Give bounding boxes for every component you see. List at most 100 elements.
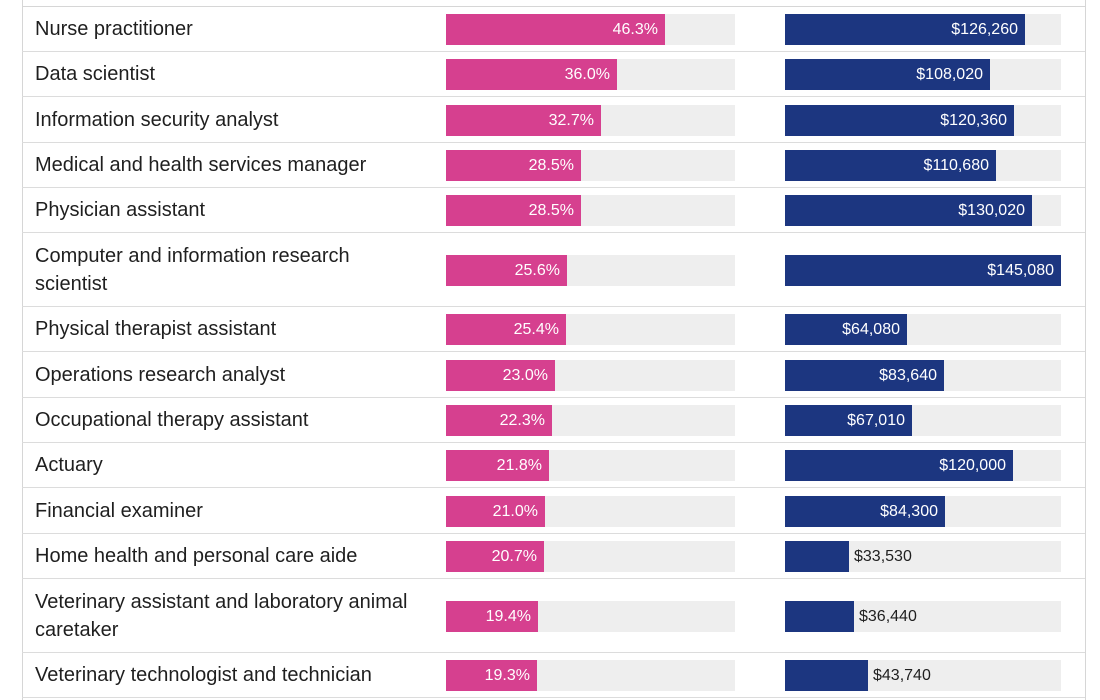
growth-value-label: 23.0%: [502, 367, 548, 384]
wage-track: $120,360: [785, 105, 1061, 136]
table-row: Physical therapist assistant 25.4% $64,080: [22, 307, 1085, 352]
occupation-label: Financial examiner: [35, 499, 203, 522]
table-row: Physician assistant 28.5% $130,020: [22, 188, 1085, 233]
wage-value-label: $43,740: [873, 667, 931, 684]
wage-value-label: $145,080: [987, 262, 1054, 279]
wage-track: $110,680: [785, 150, 1061, 181]
growth-track: 19.3%: [446, 660, 735, 691]
wage-bar: [785, 660, 868, 691]
occupation-label: Home health and personal care aide: [35, 545, 358, 567]
growth-value-label: 25.6%: [514, 262, 560, 279]
growth-track: 20.7%: [446, 541, 735, 572]
table-row: Occupational therapy assistant 22.3% $67,0…: [22, 398, 1085, 443]
occupation-label: Actuary: [35, 454, 103, 476]
wage-bar: [785, 496, 945, 527]
chart-left-edge: [22, 0, 23, 700]
growth-track: 28.5%: [446, 195, 735, 226]
growth-bar: [446, 360, 555, 391]
growth-track: 19.4%: [446, 601, 735, 632]
wage-track: $83,640: [785, 360, 1061, 391]
growth-bar: [446, 150, 581, 181]
wage-value-label: $120,360: [940, 112, 1007, 129]
growth-track: 23.0%: [446, 360, 735, 391]
wage-bar: [785, 314, 907, 345]
wage-value-label: $33,530: [854, 548, 912, 565]
growth-bar: [446, 660, 537, 691]
occupation-label: Occupational therapy assistant: [35, 409, 309, 431]
growth-track: 46.3%: [446, 14, 735, 45]
table-row: Computer and information research scient…: [22, 233, 1085, 307]
occupation-label: Medical and health services manager: [35, 154, 367, 176]
growth-bar: [446, 314, 566, 345]
wage-value-label: $67,010: [847, 412, 905, 429]
wage-value-label: $84,300: [880, 503, 938, 520]
growth-track: 25.4%: [446, 314, 735, 345]
wage-bar: [785, 59, 990, 90]
occupation-label: Operations research analyst: [35, 363, 286, 386]
table-row: Nurse practitioner 46.3% $126,260: [22, 7, 1085, 52]
growth-value-label: 28.5%: [528, 202, 574, 219]
growth-bar: [446, 450, 549, 481]
occupation-label: Veterinary assistant and laboratory anim…: [35, 590, 408, 641]
growth-value-label: 19.4%: [485, 608, 531, 625]
growth-value-label: 25.4%: [513, 321, 559, 338]
occupation-label: Physical therapist assistant: [35, 318, 277, 340]
table-row: Operations research analyst 23.0% $83,640: [22, 352, 1085, 398]
wage-track: $145,080: [785, 255, 1061, 286]
growth-bar: [446, 541, 544, 572]
table-row: Data scientist 36.0% $108,020: [22, 52, 1085, 97]
growth-track: 22.3%: [446, 405, 735, 436]
wage-value-label: $83,640: [879, 367, 937, 384]
growth-track: 25.6%: [446, 255, 735, 286]
occupation-label: Computer and information research scient…: [35, 244, 350, 295]
growth-value-label: 28.5%: [528, 157, 574, 174]
wage-bar: [785, 601, 854, 632]
table-row: Information security analyst 32.7% $120,36…: [22, 97, 1085, 143]
wage-value-label: $64,080: [842, 321, 900, 338]
growth-bar: [446, 405, 552, 436]
wage-bar: [785, 255, 1061, 286]
wage-track: $43,740: [785, 660, 1061, 691]
growth-value-label: 21.0%: [492, 503, 538, 520]
wage-value-label: $126,260: [951, 21, 1018, 38]
chart-right-edge: [1085, 0, 1086, 700]
wage-value-label: $36,440: [859, 608, 917, 625]
wage-bar: [785, 150, 996, 181]
wage-track: $84,300: [785, 496, 1061, 527]
wage-value-label: $120,000: [939, 457, 1006, 474]
wage-value-label: $130,020: [958, 202, 1025, 219]
wage-track: $64,080: [785, 314, 1061, 345]
occupation-label: Nurse practitioner: [35, 18, 193, 40]
table-row: Actuary 21.8% $120,000: [22, 443, 1085, 488]
growth-bar: [446, 195, 581, 226]
wage-bar: [785, 360, 944, 391]
wage-bar: [785, 195, 1032, 226]
table-row: Medical and health services manager 28.5%…: [22, 143, 1085, 188]
occupation-label: Information security analyst: [35, 108, 279, 131]
wage-bar: [785, 405, 912, 436]
wage-value-label: $110,680: [923, 157, 989, 174]
occupation-label: Veterinary technologist and technician: [35, 664, 372, 686]
growth-value-label: 21.8%: [496, 457, 542, 474]
occupation-label: Physician assistant: [35, 199, 206, 221]
wage-value-label: $108,020: [916, 66, 983, 83]
growth-bar: [446, 59, 617, 90]
growth-value-label: 32.7%: [548, 112, 594, 129]
chart-top-divider: [22, 6, 1085, 7]
growth-bar: [446, 105, 601, 136]
wage-track: $36,440: [785, 601, 1061, 632]
growth-bar: [446, 255, 567, 286]
wage-track: $120,000: [785, 450, 1061, 481]
growth-track: 28.5%: [446, 150, 735, 181]
wage-track: $33,530: [785, 541, 1061, 572]
wage-track: $126,260: [785, 14, 1061, 45]
growth-bar: [446, 601, 538, 632]
growth-track: 21.0%: [446, 496, 735, 527]
table-row: Veterinary technologist and technician 19…: [22, 653, 1085, 698]
growth-bar: [446, 14, 665, 45]
growth-bar: [446, 496, 545, 527]
growth-value-label: 46.3%: [612, 21, 658, 38]
wage-bar: [785, 541, 849, 572]
wage-track: $108,020: [785, 59, 1061, 90]
